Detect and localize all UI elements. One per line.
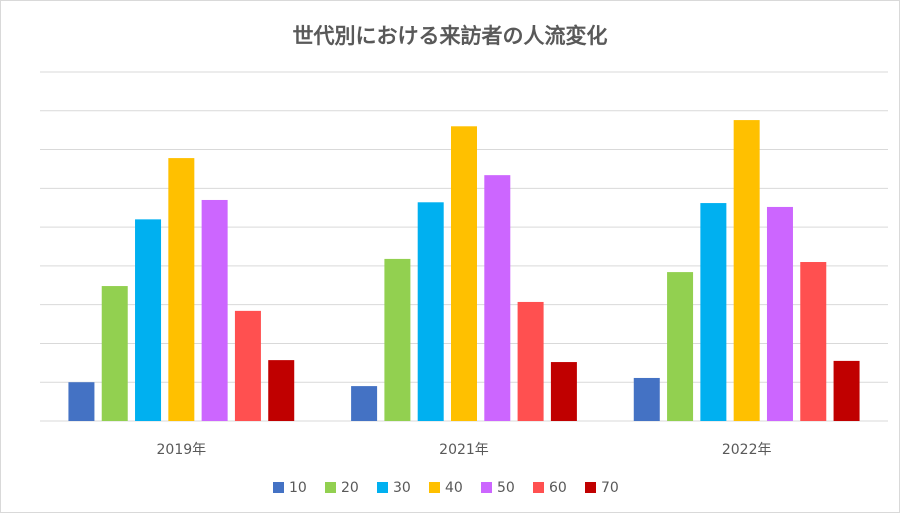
x-tick-label: 2021年 — [439, 442, 489, 458]
legend-swatch — [325, 482, 336, 493]
legend-swatch — [429, 482, 440, 493]
legend-swatch — [533, 482, 544, 493]
legend-swatch — [273, 482, 284, 493]
bar — [201, 199, 228, 421]
bar — [384, 258, 411, 421]
bar — [135, 219, 162, 421]
bar — [800, 262, 827, 421]
legend-swatch — [481, 482, 492, 493]
bar — [700, 203, 727, 421]
legend-label: 10 — [289, 480, 307, 496]
bar — [234, 310, 261, 421]
legend-label: 60 — [549, 480, 567, 496]
legend-label: 40 — [445, 480, 463, 496]
bar — [633, 377, 660, 421]
bar — [101, 286, 128, 421]
legend-label: 20 — [341, 480, 359, 496]
chart-title: 世代別における来訪者の人流変化 — [293, 24, 608, 48]
x-tick-label: 2022年 — [722, 442, 772, 458]
legend-swatch — [377, 482, 388, 493]
bar — [484, 175, 511, 421]
x-tick-label: 2019年 — [157, 442, 207, 458]
bar — [766, 206, 793, 421]
legend-label: 50 — [497, 480, 515, 496]
bar — [417, 202, 444, 421]
bar — [550, 362, 577, 421]
bar — [268, 360, 295, 421]
bar — [168, 158, 195, 421]
legend-swatch — [585, 482, 596, 493]
legend-label: 30 — [393, 480, 411, 496]
bar — [351, 386, 378, 421]
bar — [517, 301, 544, 421]
bar — [68, 382, 95, 421]
legend-label: 70 — [601, 480, 619, 496]
bar — [667, 272, 694, 421]
bar — [451, 126, 477, 422]
bar — [833, 360, 860, 421]
bar — [733, 120, 760, 421]
